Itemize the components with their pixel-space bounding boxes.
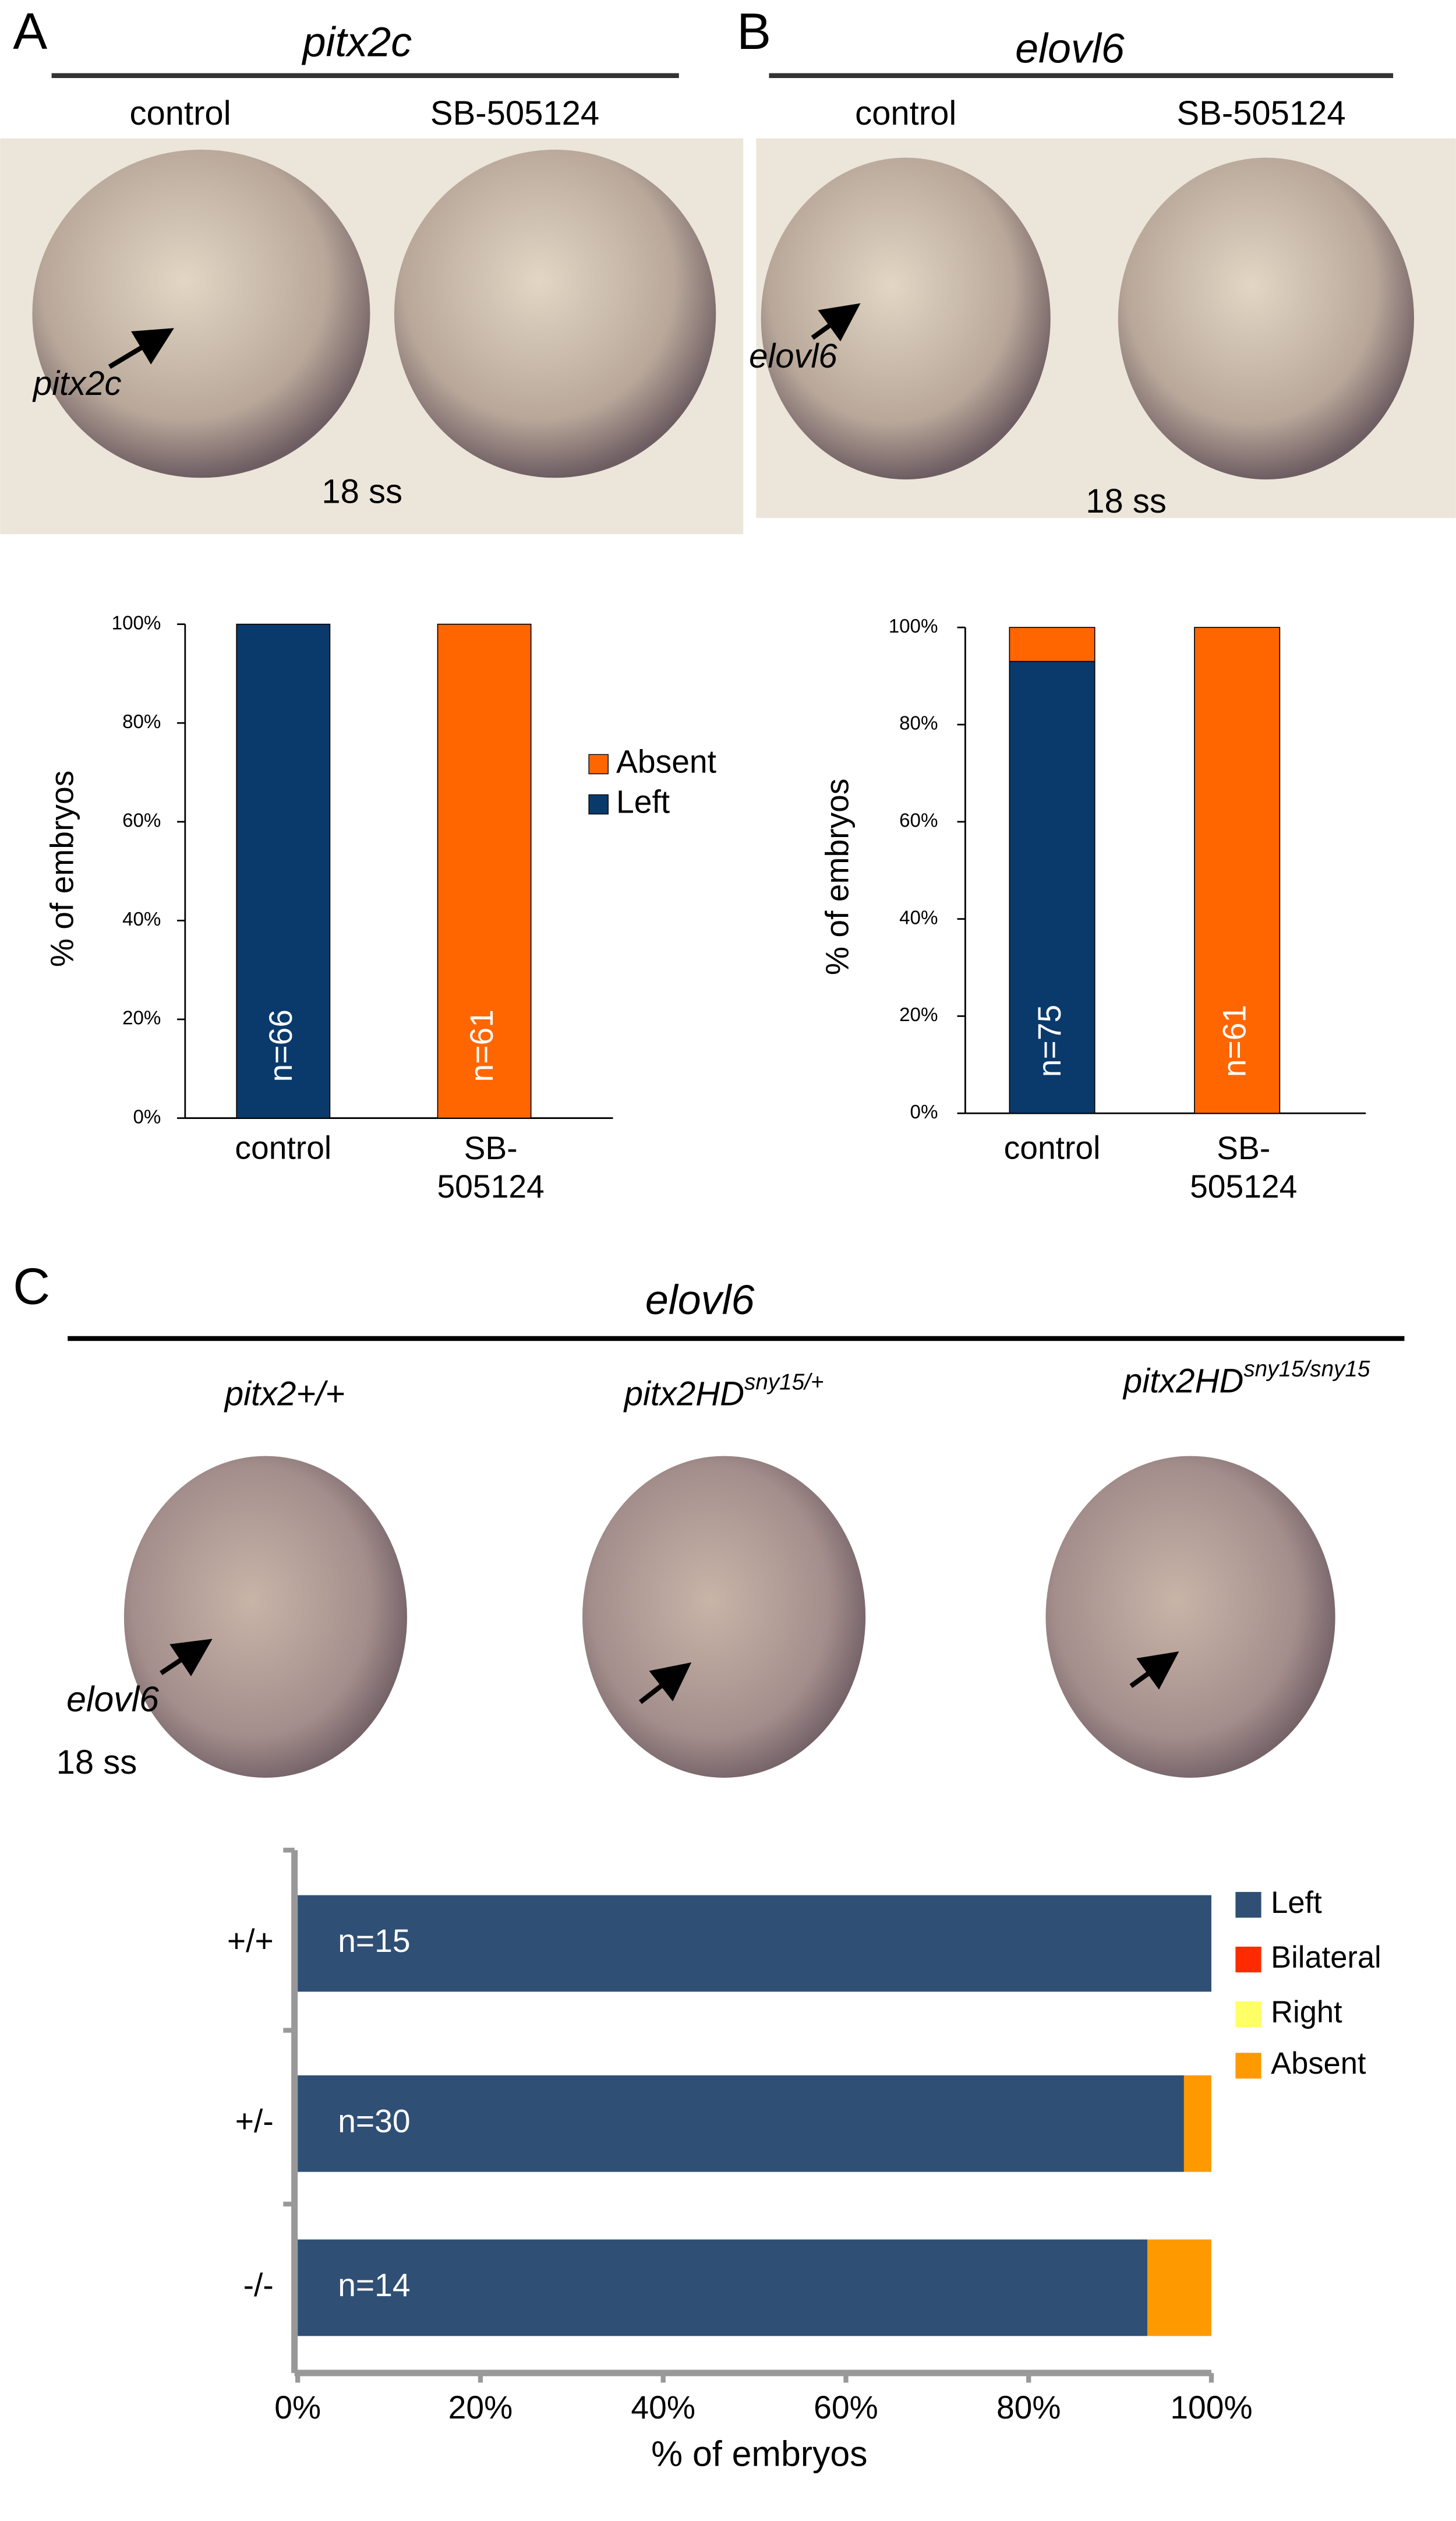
legend-label: Absent: [1271, 2047, 1366, 2081]
legend-swatch: [1235, 2001, 1261, 2028]
condition-label: SB-505124: [430, 94, 599, 132]
y-tick-label: 60%: [122, 810, 161, 832]
y-tick-label: 80%: [899, 713, 938, 735]
bar-segment: [1009, 661, 1095, 1114]
bar-segment: [298, 2075, 1184, 2172]
legend-label: Left: [1271, 1886, 1322, 1920]
y-tick-label: 20%: [899, 1004, 938, 1026]
y-axis-label: % of embryos: [819, 778, 856, 975]
x-tick-label: 60%: [814, 2389, 878, 2425]
x-tick-label: SB-505124: [1190, 1129, 1297, 1204]
legend-swatch: [588, 794, 609, 815]
y-tick-label: 40%: [122, 909, 161, 930]
arrow: [638, 1662, 692, 1704]
y-tick-label: 100%: [112, 612, 161, 634]
genotype-label: pitx2HDsny15/sny15: [1122, 1357, 1370, 1400]
bar-segment: [236, 623, 331, 1119]
x-tick-label: 80%: [996, 2389, 1061, 2425]
x-tick-label: 20%: [448, 2389, 513, 2425]
bar-segment: [1194, 627, 1281, 1114]
panel-letter: C: [13, 1257, 50, 1315]
bar-label: n=75: [1031, 1005, 1068, 1077]
embryo: [1045, 1456, 1335, 1778]
x-tick-label: 40%: [631, 2389, 695, 2425]
x-tick-label: control: [1004, 1129, 1101, 1166]
y-tick-label: 60%: [899, 810, 938, 832]
condition-label: control: [855, 94, 956, 132]
stage-label: 18 ss: [56, 1743, 137, 1781]
arrow-label: elovl6: [66, 1679, 159, 1719]
bar-segment: [1009, 627, 1095, 662]
condition-label: SB-505124: [1176, 94, 1345, 132]
arrow-label: elovl6: [749, 337, 837, 375]
y-tick-label: 100%: [889, 616, 938, 637]
bar-segment: [437, 623, 532, 1119]
gene-title: elovl6: [1015, 25, 1125, 72]
arrow: [811, 303, 861, 342]
panel-letter: A: [13, 2, 47, 60]
arrow: [160, 1639, 213, 1676]
legend-label: Left: [616, 784, 670, 820]
x-tick-label: 0%: [274, 2389, 321, 2425]
embryo: [761, 157, 1051, 480]
genotype-label: pitx2+/+: [224, 1375, 345, 1413]
genotype-label: pitx2HDsny15/+: [623, 1370, 824, 1413]
y-tick-label: 0%: [133, 1106, 161, 1128]
embryo: [394, 149, 716, 478]
bar-label: n=61: [1217, 1005, 1253, 1077]
legend-swatch: [588, 754, 609, 775]
bar-segment: [298, 1895, 1211, 1992]
y-tick-label: +/+: [227, 1923, 274, 1959]
y-tick-label: +/-: [235, 2103, 274, 2139]
x-axis-label: % of embryos: [651, 2434, 867, 2474]
bar-label: n=66: [263, 1009, 299, 1082]
arrow-label: pitx2c: [32, 365, 122, 402]
embryo: [582, 1456, 866, 1778]
bar-label: n=61: [464, 1009, 500, 1082]
arrow: [108, 328, 174, 369]
panel-a: A pitx2c control SB-505124 pitx2c 18 ss: [0, 2, 744, 534]
y-tick-label: -/-: [243, 2267, 274, 2303]
y-tick-label: 80%: [122, 711, 161, 733]
embryo: [32, 149, 370, 478]
panel-c: C elovl6 pitx2+/+ pitx2HDsny15/+ pitx2HD…: [13, 1257, 1405, 1781]
condition-label: control: [130, 94, 231, 132]
legend-label: Right: [1271, 1996, 1342, 2029]
arrow: [1129, 1651, 1179, 1690]
bar-label: n=15: [338, 1923, 410, 1959]
legend-swatch: [1235, 2053, 1261, 2079]
stage-label: 18 ss: [321, 472, 402, 510]
legend-label: Absent: [616, 744, 716, 780]
embryo: [1118, 157, 1414, 480]
bar-label: n=30: [338, 2103, 410, 2139]
gene-title: pitx2c: [302, 19, 412, 65]
bar-label: n=14: [338, 2267, 410, 2303]
legend-swatch: [1235, 1892, 1261, 1918]
bar-segment: [1147, 2239, 1211, 2336]
x-tick-label: SB-505124: [437, 1129, 544, 1204]
y-tick-label: 20%: [122, 1008, 161, 1029]
panel-b: B elovl6 control SB-505124 elovl6 18 ss: [737, 2, 1456, 520]
bar-segment: [1183, 2075, 1211, 2172]
gene-title: elovl6: [645, 1277, 755, 1323]
legend-label: Bilateral: [1271, 1941, 1381, 1975]
panel-letter: B: [737, 2, 771, 60]
legend-swatch: [1235, 1946, 1261, 1973]
y-tick-label: 40%: [899, 907, 938, 928]
y-tick-label: 0%: [910, 1101, 938, 1123]
bar-segment: [298, 2239, 1148, 2336]
stage-label: 18 ss: [1086, 482, 1167, 520]
embryo: [123, 1456, 407, 1778]
x-tick-label: 100%: [1170, 2389, 1252, 2425]
y-axis-label: % of embryos: [44, 771, 80, 968]
x-tick-label: control: [235, 1129, 331, 1166]
